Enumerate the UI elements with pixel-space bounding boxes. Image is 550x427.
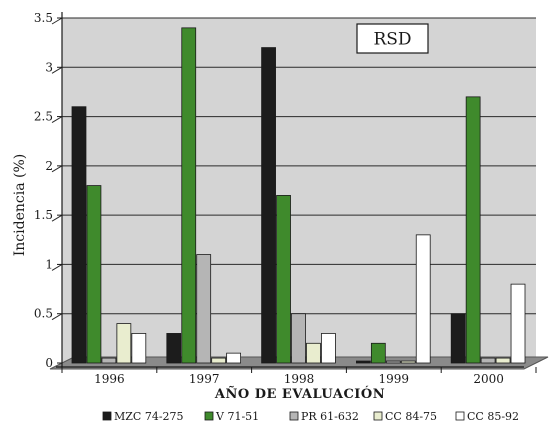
bar-4-2 <box>321 333 335 363</box>
gridline-side-1 <box>52 314 62 320</box>
bar-1-1 <box>182 28 196 363</box>
bar-1-0 <box>87 186 101 363</box>
bar-1-3 <box>371 343 385 363</box>
bar-0-0 <box>72 107 86 363</box>
legend-swatch-1 <box>205 412 213 420</box>
y-tick-label-1: 0.5 <box>34 307 53 321</box>
bar-2-2 <box>292 314 306 363</box>
x-tick-label-0: 1996 <box>94 372 125 386</box>
y-tick-label-5: 2.5 <box>34 110 53 124</box>
bar-1-2 <box>277 195 291 363</box>
bar-3-1 <box>212 358 226 363</box>
bar-3-4 <box>496 358 510 363</box>
y-tick-label-2: 1 <box>45 257 53 271</box>
annotation-label: RSD <box>373 30 411 50</box>
gridline-side-2 <box>52 264 62 270</box>
x-tick-labels: 1996 1997 1998 1999 2000 <box>62 367 536 386</box>
legend-label-3: CC 84-75 <box>385 410 437 423</box>
bar-1-4 <box>466 97 480 363</box>
legend-label-0: MZC 74-275 <box>114 410 184 423</box>
annotation-box: RSD <box>357 24 428 53</box>
legend-label-2: PR 61-632 <box>301 410 359 423</box>
gridline-side-6 <box>52 67 62 73</box>
x-tick-label-4: 2000 <box>473 372 504 386</box>
x-tick-label-2: 1998 <box>284 372 315 386</box>
plot-background <box>62 18 536 363</box>
x-tick-label-1: 1997 <box>189 372 220 386</box>
gridline-side-5 <box>52 117 62 123</box>
bar-3-2 <box>306 343 320 363</box>
bar-2-4 <box>481 358 495 363</box>
legend-label-1: V 71-51 <box>215 410 259 423</box>
gridline-side-3 <box>52 215 62 221</box>
x-axis-title: AÑO DE EVALUACIÓN <box>214 385 385 402</box>
bar-4-4 <box>511 284 525 363</box>
y-tick-label-3: 1.5 <box>34 208 53 222</box>
y-axis-title: Incidencia (%) <box>12 154 28 256</box>
gridline-side-4 <box>52 166 62 172</box>
plot-back-wall <box>62 18 536 363</box>
y-tick-label-0: 0 <box>45 356 53 370</box>
legend-label-4: CC 85-92 <box>467 410 519 423</box>
legend-swatch-0 <box>103 412 111 420</box>
legend-swatch-3 <box>374 412 382 420</box>
bar-2-1 <box>197 255 211 363</box>
legend-swatch-4 <box>456 412 464 420</box>
bar-0-1 <box>167 333 181 363</box>
bar-4-3 <box>416 235 430 363</box>
bar-2-3 <box>386 361 400 363</box>
bar-3-0 <box>117 324 131 363</box>
bar-0-4 <box>451 314 465 363</box>
y-tick-label-6: 3 <box>45 60 53 74</box>
bar-3-3 <box>401 361 415 363</box>
bar-4-0 <box>132 333 146 363</box>
y-tick-label-4: 2 <box>45 159 53 173</box>
y-tick-label-7: 3.5 <box>34 11 53 25</box>
legend-swatch-2 <box>290 412 298 420</box>
bar-0-2 <box>262 48 276 363</box>
gridline-side-7 <box>52 18 62 24</box>
bar-4-1 <box>227 353 241 363</box>
legend: MZC 74-275 V 71-51 PR 61-632 CC 84-75 CC 85-… <box>103 410 519 423</box>
x-tick-label-3: 1999 <box>379 372 410 386</box>
bar-2-0 <box>102 358 116 363</box>
bar-0-3 <box>356 361 370 363</box>
